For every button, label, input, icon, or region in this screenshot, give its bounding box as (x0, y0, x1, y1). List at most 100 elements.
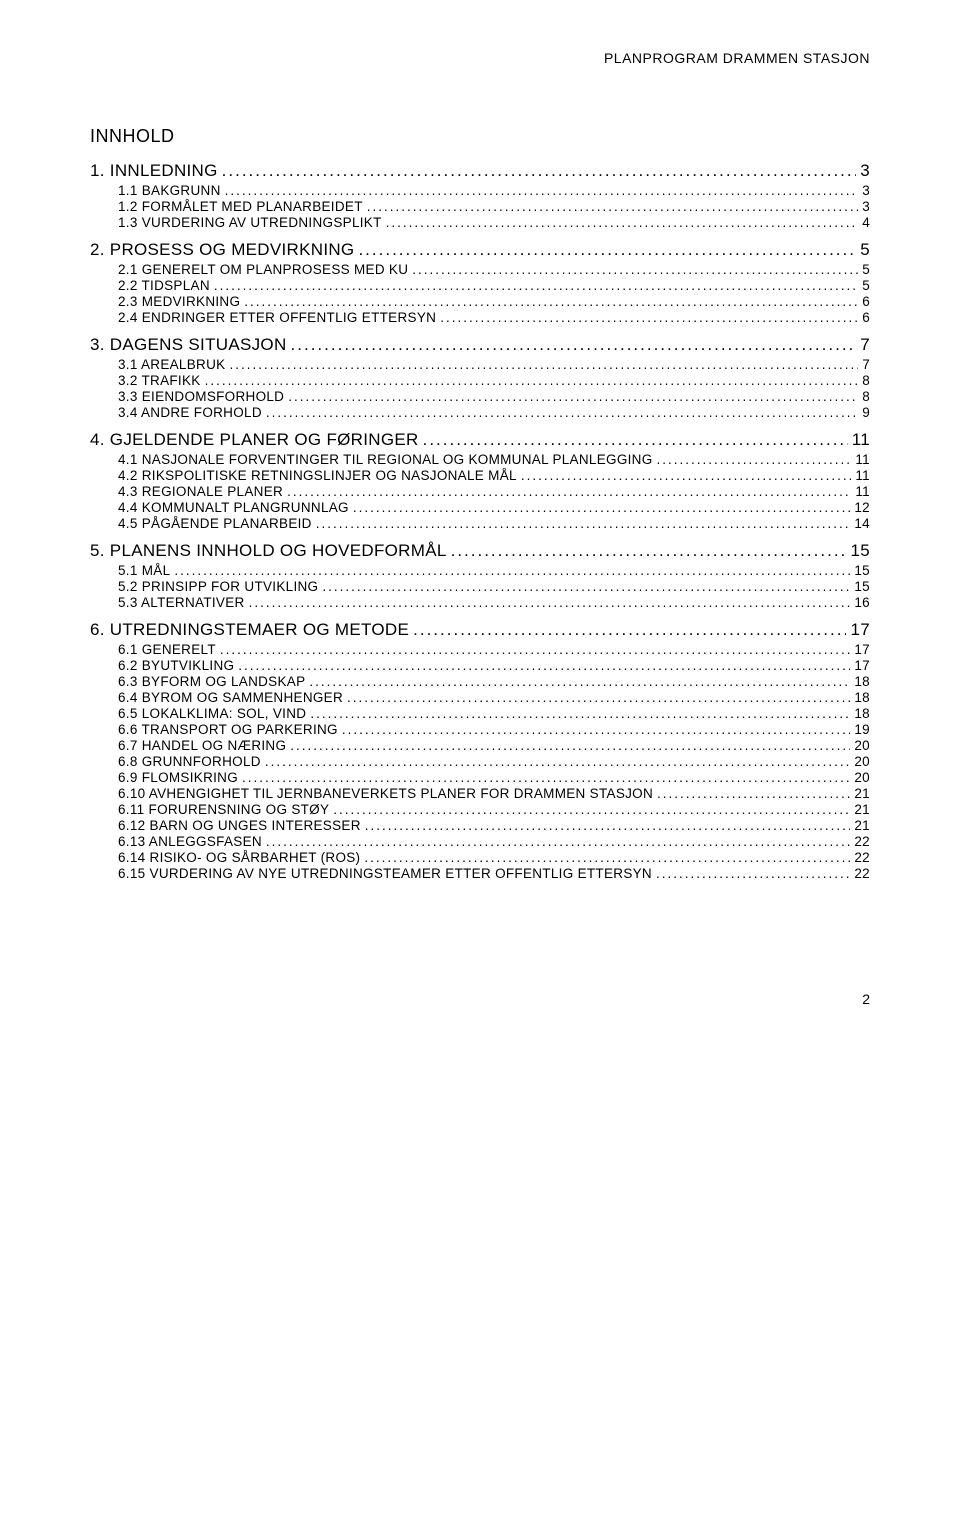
toc-entry: 6.9 FLOMSIKRING20 (90, 770, 870, 785)
toc-entry-page: 7 (860, 335, 870, 355)
toc-leader-dots (205, 373, 859, 388)
toc-entry-page: 19 (854, 722, 870, 737)
toc-entry: 4.5 PÅGÅENDE PLANARBEID 14 (90, 516, 870, 531)
toc-entry-page: 8 (862, 373, 870, 388)
toc-entry: 6.11 FORURENSNING OG STØY21 (90, 802, 870, 817)
toc-entry-label: 6.6 TRANSPORT OG PARKERING (118, 722, 338, 737)
toc-leader-dots (358, 240, 856, 260)
toc-entry-page: 21 (854, 818, 870, 833)
toc-entry-label: 6.1 GENERELT (118, 642, 216, 657)
toc-entry-page: 8 (862, 389, 870, 404)
toc-entry-page: 22 (854, 866, 870, 881)
toc-entry-label: 1.3 VURDERING AV UTREDNINGSPLIKT (118, 215, 382, 230)
toc-entry-page: 22 (854, 834, 870, 849)
toc-leader-dots (266, 834, 850, 849)
toc-leader-dots (342, 722, 851, 737)
document-title: INNHOLD (90, 126, 870, 147)
toc-entry-page: 20 (854, 738, 870, 753)
toc-entry-page: 11 (852, 430, 870, 450)
toc-leader-dots (657, 452, 852, 467)
toc-leader-dots (249, 595, 851, 610)
toc-leader-dots (365, 818, 851, 833)
toc-leader-dots (238, 658, 850, 673)
toc-entry-label: 6.9 FLOMSIKRING (118, 770, 238, 785)
toc-entry-page: 20 (854, 754, 870, 769)
toc-entry-label: 3.2 TRAFIKK (118, 373, 201, 388)
toc-entry: 4.4 KOMMUNALT PLANGRUNNLAG12 (90, 500, 870, 515)
toc-entry: 5. PLANENS INNHOLD OG HOVEDFORMÅL15 (90, 541, 870, 561)
toc-entry: 3.1 AREALBRUK7 (90, 357, 870, 372)
toc-entry: 6.13 ANLEGGSFASEN 22 (90, 834, 870, 849)
toc-entry-label: 6.5 LOKALKLIMA: SOL, VIND (118, 706, 306, 721)
toc-entry-label: 6.14 RISIKO- OG SÅRBARHET (ROS) (118, 850, 360, 865)
toc-entry-label: 4.4 KOMMUNALT PLANGRUNNLAG (118, 500, 349, 515)
toc-entry-label: 1. INNLEDNING (90, 161, 218, 181)
toc-entry: 4.2 RIKSPOLITISKE RETNINGSLINJER OG NASJ… (90, 468, 870, 483)
toc-entry-label: 3.1 AREALBRUK (118, 357, 225, 372)
toc-entry: 4. GJELDENDE PLANER OG FØRINGER11 (90, 430, 870, 450)
toc-entry: 6.1 GENERELT17 (90, 642, 870, 657)
toc-entry-label: 6.12 BARN OG UNGES INTERESSER (118, 818, 361, 833)
toc-leader-dots (440, 310, 858, 325)
toc-leader-dots (291, 335, 857, 355)
toc-entry-page: 21 (854, 786, 870, 801)
toc-entry-page: 17 (854, 658, 870, 673)
toc-entry-label: 6.10 AVHENGIGHET TIL JERNBANEVERKETS PLA… (118, 786, 653, 801)
toc-entry-label: 4.5 PÅGÅENDE PLANARBEID (118, 516, 312, 531)
toc-leader-dots (288, 389, 858, 404)
toc-entry: 1.3 VURDERING AV UTREDNINGSPLIKT 4 (90, 215, 870, 230)
toc-entry: 3. DAGENS SITUASJON 7 (90, 335, 870, 355)
document-header: PLANPROGRAM DRAMMEN STASJON (90, 50, 870, 66)
toc-leader-dots (412, 262, 858, 277)
toc-leader-dots (225, 183, 859, 198)
toc-leader-dots (657, 786, 850, 801)
toc-entry: 5.1 MÅL15 (90, 563, 870, 578)
toc-entry-page: 11 (855, 468, 870, 483)
toc-entry-page: 6 (862, 310, 870, 325)
toc-leader-dots (290, 738, 850, 753)
toc-entry-label: 4.2 RIKSPOLITISKE RETNINGSLINJER OG NASJ… (118, 468, 517, 483)
toc-entry: 4.1 NASJONALE FORVENTINGER TIL REGIONAL … (90, 452, 870, 467)
toc-entry-page: 11 (855, 484, 870, 499)
toc-leader-dots (287, 484, 851, 499)
toc-entry-label: 1.2 FORMÅLET MED PLANARBEIDET (118, 199, 363, 214)
toc-entry: 2. PROSESS OG MEDVIRKNING 5 (90, 240, 870, 260)
toc-entry-page: 14 (854, 516, 870, 531)
toc-leader-dots (333, 802, 850, 817)
toc-leader-dots (242, 770, 850, 785)
toc-entry: 1.1 BAKGRUNN 3 (90, 183, 870, 198)
toc-leader-dots (322, 579, 850, 594)
toc-entry: 1. INNLEDNING 3 (90, 161, 870, 181)
toc-entry: 6.2 BYUTVIKLING17 (90, 658, 870, 673)
toc-entry: 2.4 ENDRINGER ETTER OFFENTLIG ETTERSYN 6 (90, 310, 870, 325)
toc-entry-label: 6.11 FORURENSNING OG STØY (118, 802, 329, 817)
toc-entry-page: 4 (862, 215, 870, 230)
toc-entry-label: 1.1 BAKGRUNN (118, 183, 221, 198)
toc-entry: 3.4 ANDRE FORHOLD9 (90, 405, 870, 420)
toc-entry-page: 6 (862, 294, 870, 309)
toc-entry-page: 3 (860, 161, 870, 181)
toc-leader-dots (451, 541, 847, 561)
toc-entry-label: 2. PROSESS OG MEDVIRKNING (90, 240, 354, 260)
toc-entry: 3.2 TRAFIKK 8 (90, 373, 870, 388)
toc-entry-page: 15 (854, 563, 870, 578)
toc-entry-label: 2.4 ENDRINGER ETTER OFFENTLIG ETTERSYN (118, 310, 436, 325)
toc-entry-label: 4.3 REGIONALE PLANER (118, 484, 283, 499)
toc-entry-label: 6.13 ANLEGGSFASEN (118, 834, 262, 849)
toc-entry-label: 3. DAGENS SITUASJON (90, 335, 287, 355)
toc-entry-page: 15 (854, 579, 870, 594)
toc-entry-label: 6.3 BYFORM OG LANDSKAP (118, 674, 305, 689)
toc-entry-label: 4.1 NASJONALE FORVENTINGER TIL REGIONAL … (118, 452, 653, 467)
toc-leader-dots (220, 642, 850, 657)
toc-entry-page: 5 (860, 240, 870, 260)
toc-entry-label: 6.15 VURDERING AV NYE UTREDNINGSTEAMER E… (118, 866, 652, 881)
toc-entry-page: 17 (850, 620, 870, 640)
toc-entry-label: 2.2 TIDSPLAN (118, 278, 210, 293)
toc-leader-dots (309, 674, 850, 689)
toc-entry: 5.3 ALTERNATIVER16 (90, 595, 870, 610)
toc-leader-dots (265, 754, 851, 769)
toc-entry-page: 3 (862, 183, 870, 198)
toc-entry: 6.15 VURDERING AV NYE UTREDNINGSTEAMER E… (90, 866, 870, 881)
toc-entry: 3.3 EIENDOMSFORHOLD8 (90, 389, 870, 404)
toc-entry: 6.7 HANDEL OG NÆRING20 (90, 738, 870, 753)
